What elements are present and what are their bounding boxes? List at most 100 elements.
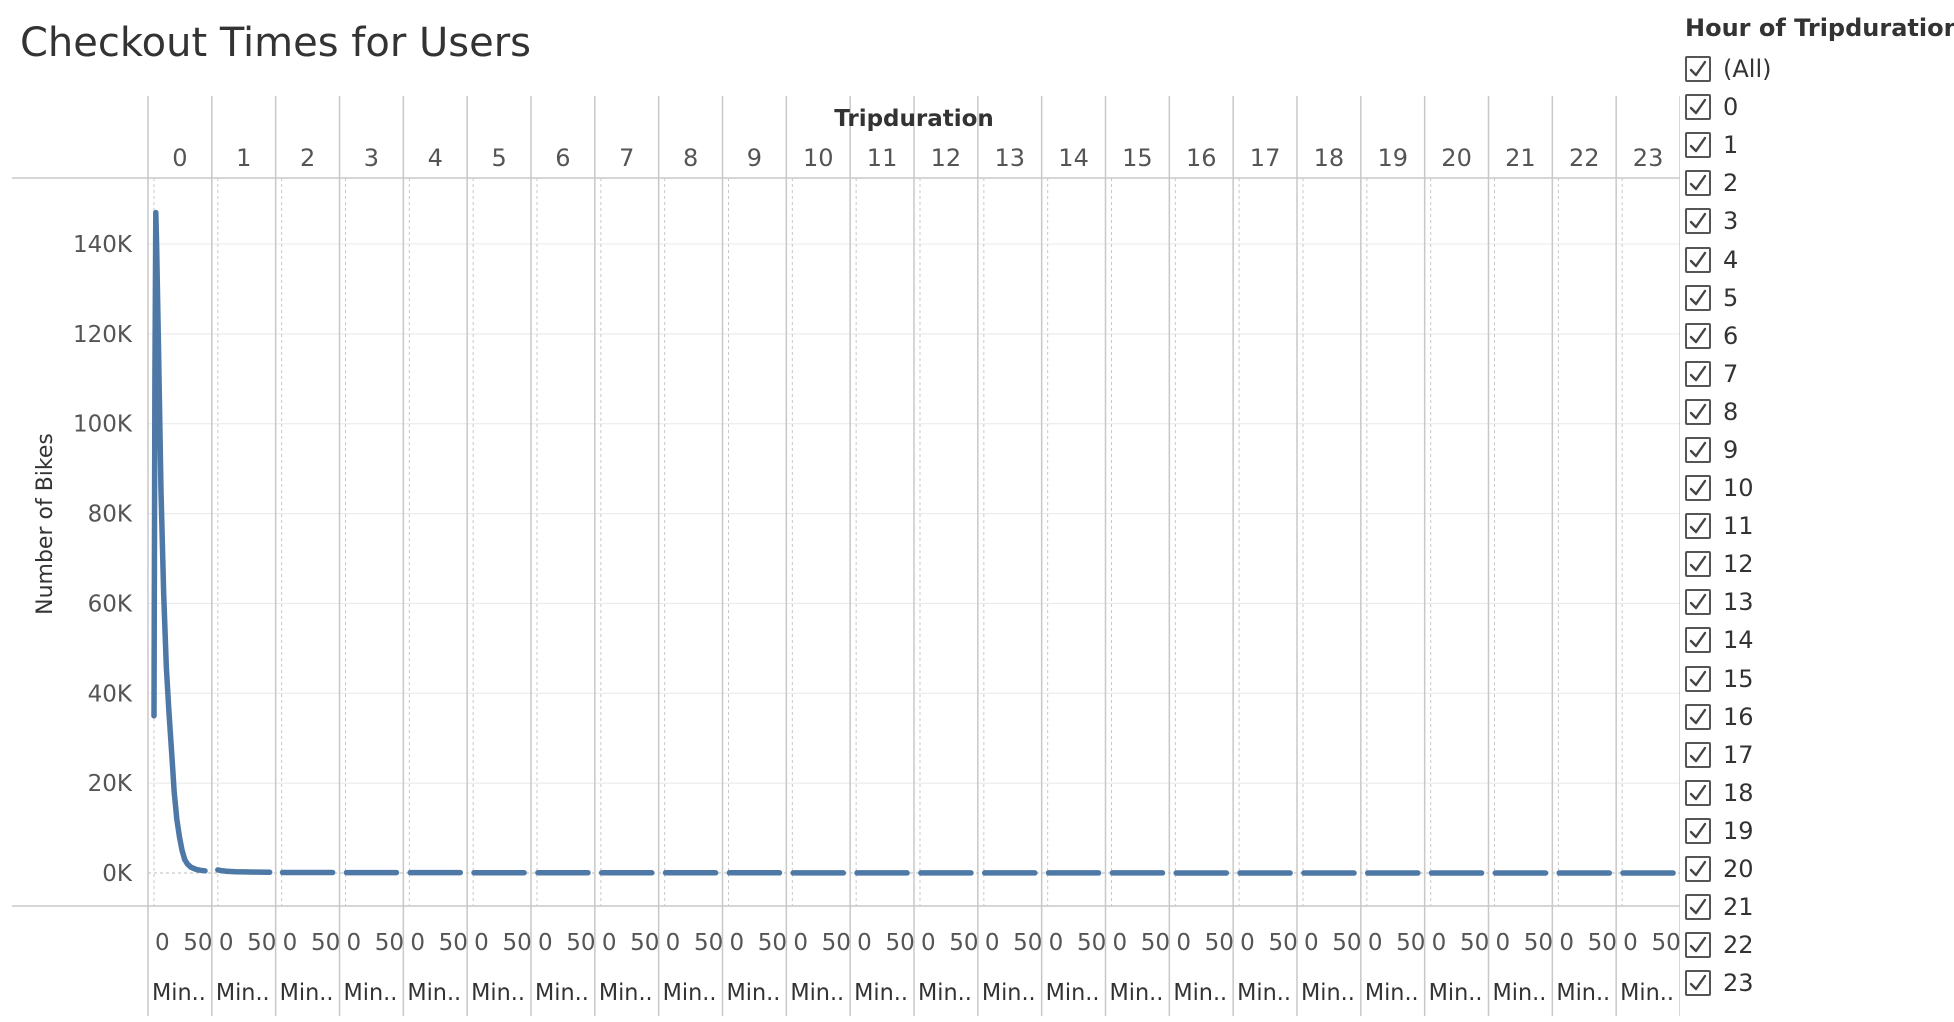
checkbox-checked-icon[interactable]: [1685, 360, 1711, 387]
y-tick-label: 40K: [88, 681, 133, 707]
x-tick-label: 50: [1396, 930, 1425, 956]
filter-option-7[interactable]: 7: [1685, 355, 1945, 393]
checkbox-checked-icon[interactable]: [1685, 551, 1711, 578]
checkbox-checked-icon[interactable]: [1685, 208, 1711, 235]
filter-option-19[interactable]: 19: [1685, 812, 1945, 850]
checkbox-checked-icon[interactable]: [1685, 398, 1711, 425]
checkbox-checked-icon[interactable]: [1685, 817, 1711, 844]
filter-option-20[interactable]: 20: [1685, 850, 1945, 888]
filter-option-6[interactable]: 6: [1685, 317, 1945, 355]
filter-option-label: 14: [1723, 626, 1754, 655]
checkbox-checked-icon[interactable]: [1685, 856, 1711, 883]
filter-option-9[interactable]: 9: [1685, 431, 1945, 469]
panel-header: 5: [491, 144, 506, 172]
checkbox-checked-icon[interactable]: [1685, 246, 1711, 273]
x-field-label: Min..: [1046, 980, 1100, 1006]
y-tick-label: 20K: [88, 771, 133, 797]
filter-option-label: 0: [1723, 93, 1739, 122]
filter-option-label: 3: [1723, 207, 1739, 236]
panel-header: 3: [364, 144, 379, 172]
x-tick-label: 0: [1304, 930, 1319, 956]
x-field-label: Min..: [663, 980, 717, 1006]
filter-option-5[interactable]: 5: [1685, 279, 1945, 317]
panel-header: 21: [1505, 144, 1536, 172]
checkbox-checked-icon[interactable]: [1685, 627, 1711, 654]
filter-option-all[interactable]: (All): [1685, 50, 1945, 88]
x-tick-label: 50: [375, 930, 404, 956]
checkbox-checked-icon[interactable]: [1685, 132, 1711, 159]
checkbox-checked-icon[interactable]: [1685, 741, 1711, 768]
filter-option-0[interactable]: 0: [1685, 88, 1945, 126]
checkbox-checked-icon[interactable]: [1685, 284, 1711, 311]
checkbox-checked-icon[interactable]: [1685, 513, 1711, 540]
x-tick-label: 50: [694, 930, 723, 956]
x-field-label: Min..: [1620, 980, 1674, 1006]
checkbox-checked-icon[interactable]: [1685, 475, 1711, 502]
x-tick-label: 0: [1113, 930, 1128, 956]
checkbox-checked-icon[interactable]: [1685, 970, 1711, 997]
filter-option-22[interactable]: 22: [1685, 926, 1945, 964]
x-tick-label: 50: [1460, 930, 1489, 956]
filter-option-2[interactable]: 2: [1685, 164, 1945, 202]
filter-option-10[interactable]: 10: [1685, 469, 1945, 507]
filter-option-15[interactable]: 15: [1685, 660, 1945, 698]
x-tick-label: 0: [666, 930, 681, 956]
y-tick-label: 80K: [88, 502, 133, 528]
x-tick-label: 0: [1049, 930, 1064, 956]
filter-option-16[interactable]: 16: [1685, 698, 1945, 736]
panel-header: 12: [931, 144, 962, 172]
x-field-label: Min..: [216, 980, 270, 1006]
filter-option-23[interactable]: 23: [1685, 964, 1945, 1002]
filter-option-12[interactable]: 12: [1685, 545, 1945, 583]
panel-header: 9: [747, 144, 762, 172]
checkbox-checked-icon[interactable]: [1685, 589, 1711, 616]
checkbox-checked-icon[interactable]: [1685, 665, 1711, 692]
filter-option-3[interactable]: 3: [1685, 202, 1945, 240]
panel-header: 14: [1058, 144, 1089, 172]
panel-header: 11: [867, 144, 898, 172]
filter-option-4[interactable]: 4: [1685, 240, 1945, 278]
x-tick-label: 0: [283, 930, 298, 956]
filter-option-1[interactable]: 1: [1685, 126, 1945, 164]
filter-option-18[interactable]: 18: [1685, 774, 1945, 812]
x-tick-label: 50: [183, 930, 212, 956]
checkbox-checked-icon[interactable]: [1685, 894, 1711, 921]
x-tick-label: 0: [347, 930, 362, 956]
filter-option-11[interactable]: 11: [1685, 507, 1945, 545]
filter-option-8[interactable]: 8: [1685, 393, 1945, 431]
panel-header: 2: [300, 144, 315, 172]
x-tick-label: 50: [502, 930, 531, 956]
x-field-label: Min..: [535, 980, 589, 1006]
x-field-label: Min..: [280, 980, 334, 1006]
series-line-panel-0: [151, 209, 208, 874]
panel-header: 1: [236, 144, 251, 172]
x-tick-label: 50: [1013, 930, 1042, 956]
filter-option-label: 1: [1723, 131, 1739, 160]
x-tick-label: 50: [1141, 930, 1170, 956]
panel-header: 0: [172, 144, 187, 172]
y-tick-label: 0K: [102, 861, 133, 887]
x-tick-label: 50: [1651, 930, 1680, 956]
checkbox-checked-icon[interactable]: [1685, 170, 1711, 197]
filter-option-13[interactable]: 13: [1685, 583, 1945, 621]
panel-header: 23: [1633, 144, 1664, 172]
checkbox-checked-icon[interactable]: [1685, 436, 1711, 463]
filter-option-21[interactable]: 21: [1685, 888, 1945, 926]
checkbox-checked-icon[interactable]: [1685, 94, 1711, 121]
x-tick-label: 0: [1623, 930, 1638, 956]
checkbox-checked-icon[interactable]: [1685, 779, 1711, 806]
x-tick-label: 0: [1559, 930, 1574, 956]
x-tick-label: 0: [602, 930, 617, 956]
checkbox-checked-icon[interactable]: [1685, 932, 1711, 959]
x-field-label: Min..: [471, 980, 525, 1006]
checkbox-checked-icon[interactable]: [1685, 703, 1711, 730]
filter-option-label: 6: [1723, 321, 1739, 350]
y-axis-title: Number of Bikes: [33, 433, 58, 615]
checkbox-checked-icon[interactable]: [1685, 56, 1711, 83]
filter-option-14[interactable]: 14: [1685, 621, 1945, 659]
filter-option-17[interactable]: 17: [1685, 736, 1945, 774]
filter-option-label: 15: [1723, 664, 1754, 693]
checkbox-checked-icon[interactable]: [1685, 322, 1711, 349]
filter-option-label: 5: [1723, 283, 1739, 312]
filter-option-label: (All): [1723, 55, 1772, 84]
